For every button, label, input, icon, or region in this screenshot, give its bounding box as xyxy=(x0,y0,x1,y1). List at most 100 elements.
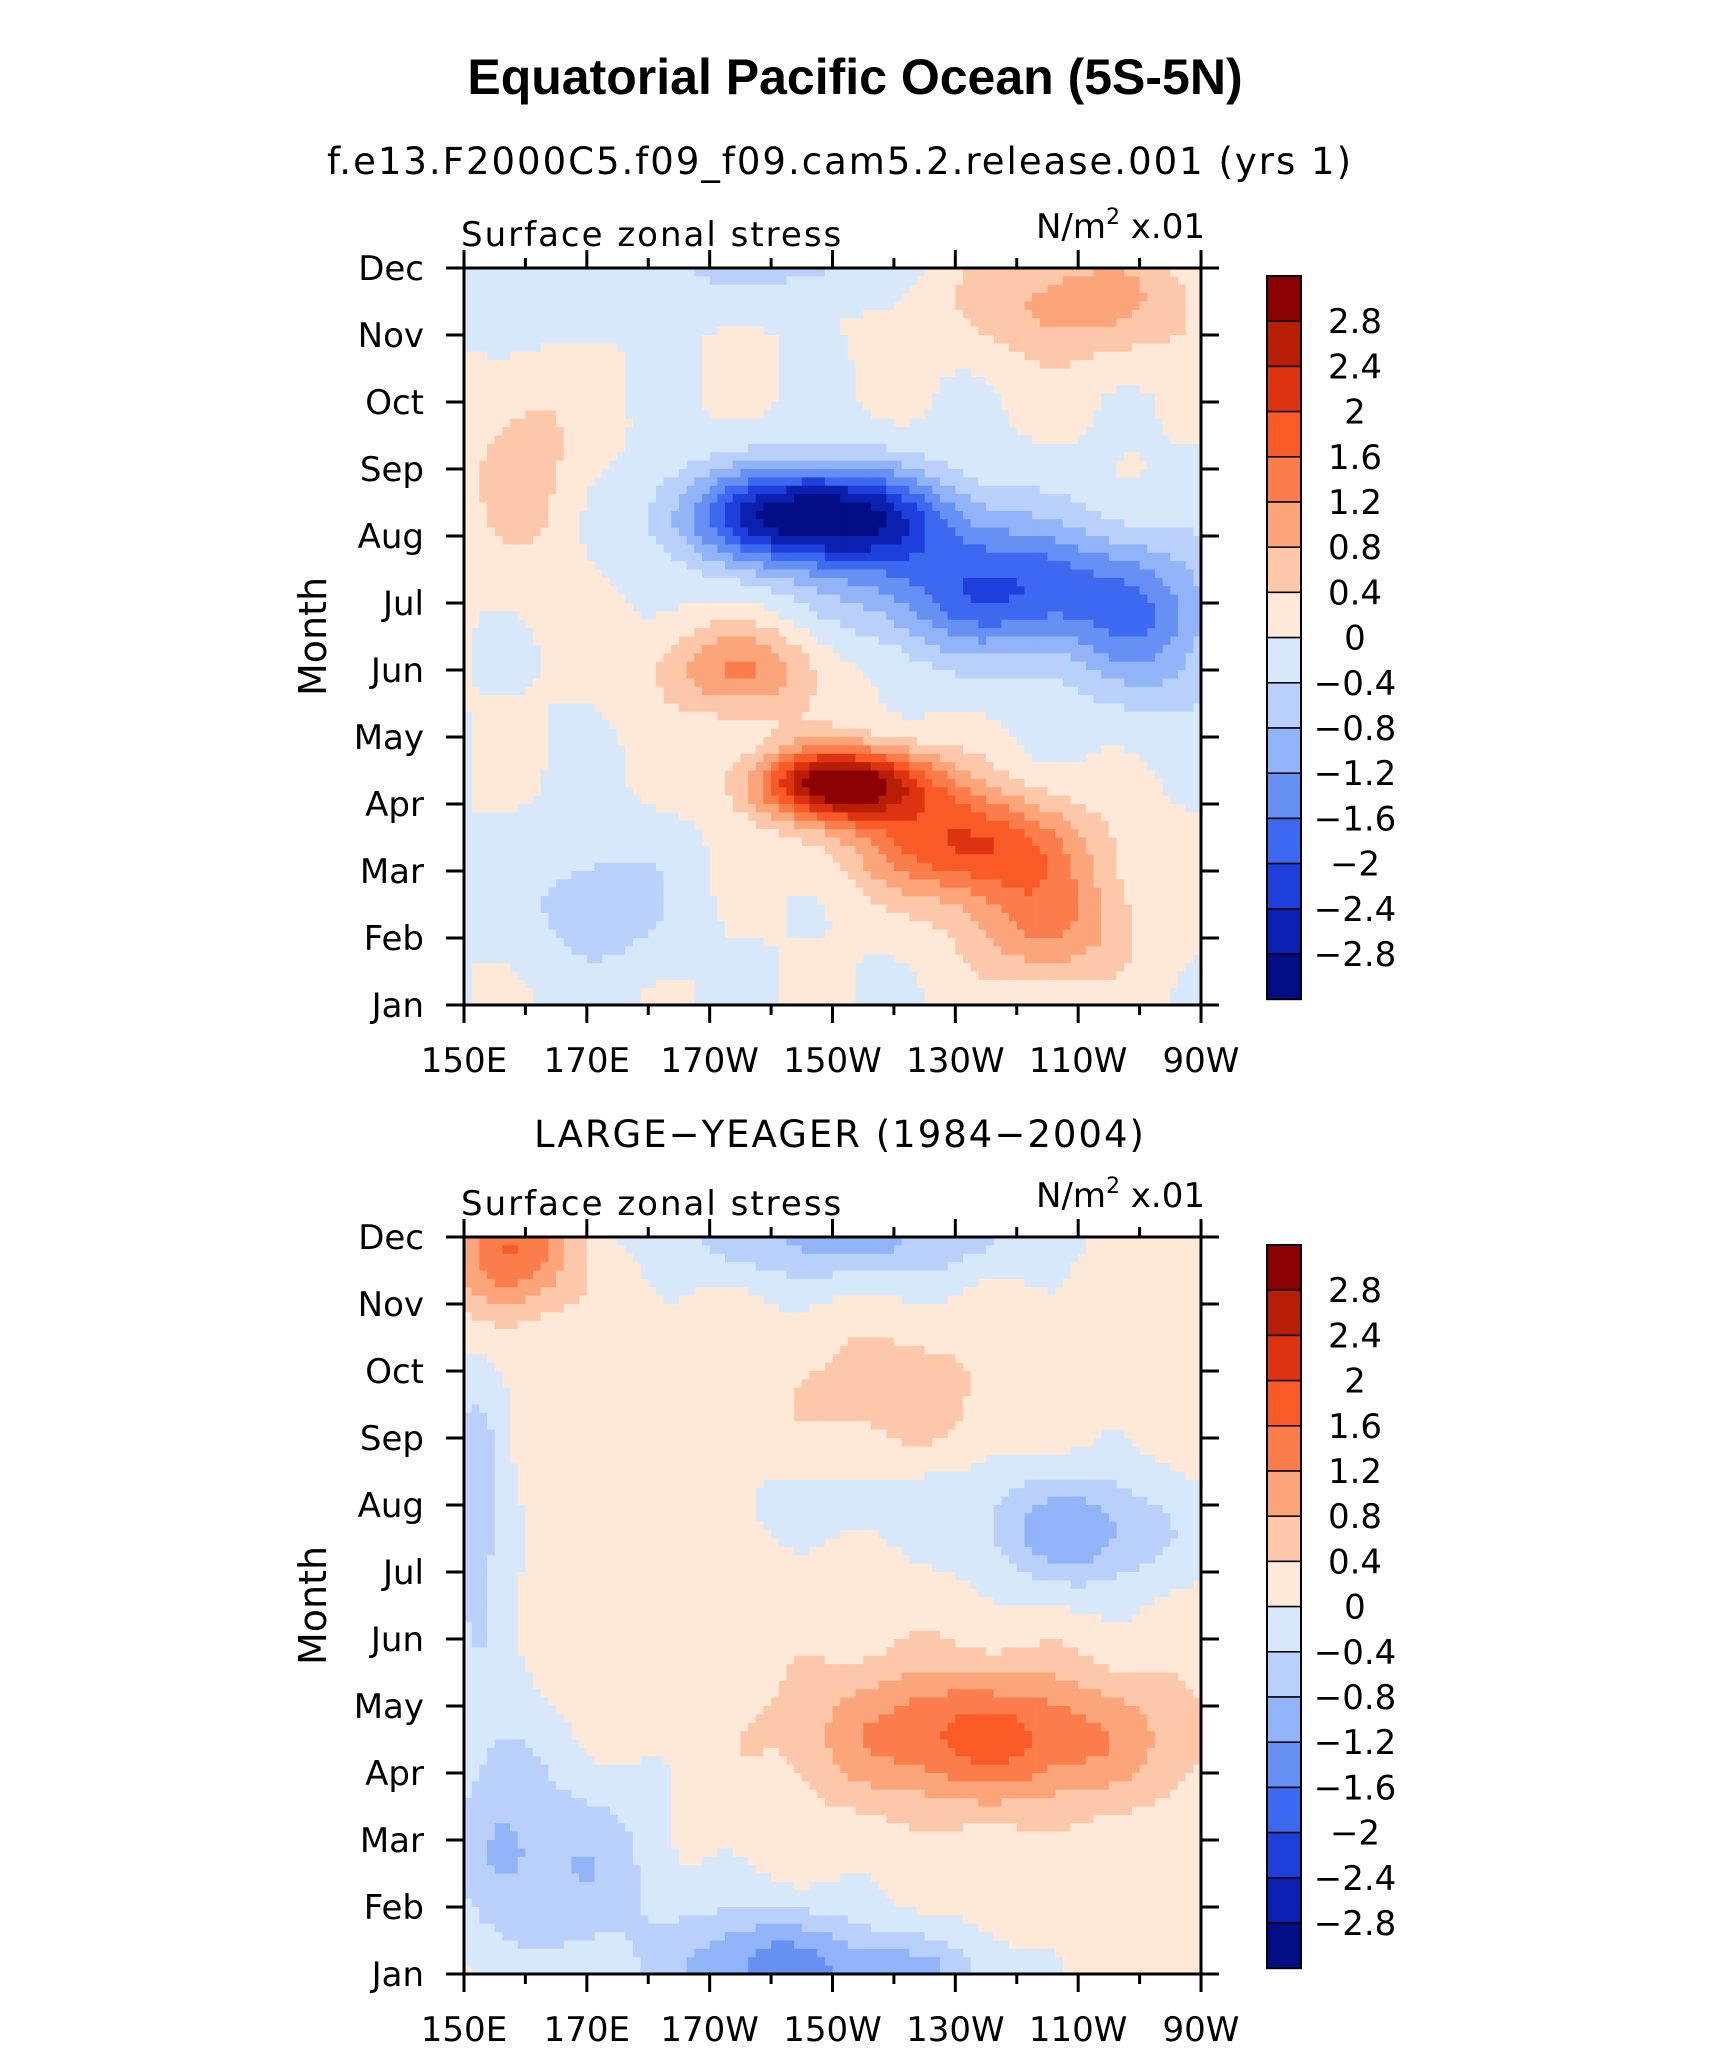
heatmap-cell xyxy=(1108,594,1118,604)
heatmap-cell xyxy=(479,611,488,621)
heatmap-cell xyxy=(947,284,956,294)
heatmap-cell xyxy=(494,309,503,319)
heatmap-cell xyxy=(602,603,611,612)
heatmap-cell xyxy=(625,678,634,688)
heatmap-cell xyxy=(548,318,557,328)
heatmap-cell xyxy=(970,494,979,504)
heatmap-cell xyxy=(556,586,565,596)
heatmap-cell xyxy=(732,686,741,696)
heatmap-cell xyxy=(740,284,749,294)
heatmap-cell xyxy=(1185,376,1194,386)
heatmap-cell xyxy=(663,536,672,545)
heatmap-cell xyxy=(1177,427,1187,437)
heatmap-cell xyxy=(1016,586,1026,596)
heatmap-cell xyxy=(1124,536,1133,545)
heatmap-cell xyxy=(840,594,849,604)
heatmap-cell xyxy=(855,427,864,437)
heatmap-cell xyxy=(955,628,964,638)
heatmap-cell xyxy=(932,603,941,612)
heatmap-cell xyxy=(1070,485,1079,495)
heatmap-cell xyxy=(863,435,872,445)
heatmap-cell xyxy=(847,552,857,562)
heatmap-cell xyxy=(832,695,841,705)
heatmap-cell xyxy=(686,611,695,621)
heatmap-cell xyxy=(993,410,1002,420)
heatmap-cell xyxy=(840,536,849,545)
heatmap-cell xyxy=(533,309,542,319)
heatmap-cell xyxy=(1101,644,1110,654)
heatmap-cell xyxy=(525,418,534,428)
heatmap-cell xyxy=(801,561,811,571)
heatmap-cell xyxy=(1116,603,1125,612)
heatmap-cell xyxy=(771,653,780,663)
heatmap-cell xyxy=(556,276,565,286)
heatmap-cell xyxy=(932,586,941,596)
heatmap-cell xyxy=(855,536,864,545)
heatmap-cell xyxy=(487,695,496,705)
heatmap-cell xyxy=(609,661,619,671)
heatmap-cell xyxy=(1131,678,1141,688)
heatmap-cell xyxy=(586,301,596,311)
heatmap-cell xyxy=(1139,695,1148,705)
heatmap-cell xyxy=(909,460,918,470)
heatmap-cell xyxy=(563,443,573,453)
heatmap-cell xyxy=(556,335,565,344)
heatmap-cell xyxy=(771,385,780,395)
heatmap-cell xyxy=(1101,268,1110,277)
heatmap-cell xyxy=(832,368,841,378)
heatmap-cell xyxy=(840,443,849,453)
heatmap-cell xyxy=(786,351,795,361)
heatmap-cell xyxy=(602,628,611,638)
heatmap-cell xyxy=(725,376,734,386)
heatmap-cell xyxy=(494,477,503,487)
heatmap-cell xyxy=(686,360,695,370)
heatmap-cell xyxy=(625,653,634,663)
heatmap-cell xyxy=(978,343,987,353)
heatmap-cell xyxy=(763,343,772,353)
heatmap-cell xyxy=(832,309,841,319)
heatmap-cell xyxy=(1032,586,1041,596)
heatmap-cell xyxy=(847,536,857,545)
heatmap-cell xyxy=(717,376,726,386)
heatmap-cell xyxy=(717,636,726,646)
heatmap-cell xyxy=(840,376,849,386)
heatmap-cell xyxy=(686,326,695,336)
heatmap-cell xyxy=(939,494,949,504)
heatmap-cell xyxy=(947,686,956,696)
heatmap-cell xyxy=(970,519,979,529)
heatmap-cell xyxy=(717,360,726,370)
heatmap-cell xyxy=(717,494,726,504)
heatmap-cell xyxy=(602,351,611,361)
heatmap-cell xyxy=(1162,686,1171,696)
heatmap-cell xyxy=(586,678,596,688)
heatmap-cell xyxy=(464,443,473,453)
heatmap-cell xyxy=(510,670,519,679)
heatmap-cell xyxy=(502,293,511,303)
heatmap-cell xyxy=(1101,385,1110,395)
heatmap-cell xyxy=(1108,326,1118,336)
heatmap-cell xyxy=(1085,360,1095,370)
heatmap-cell xyxy=(717,410,726,420)
heatmap-cell xyxy=(970,485,979,495)
heatmap-cell xyxy=(847,293,857,303)
heatmap-cell xyxy=(671,552,680,562)
heatmap-cell xyxy=(901,376,910,386)
heatmap-cell xyxy=(479,301,488,311)
heatmap-cell xyxy=(1070,309,1079,319)
heatmap-cell xyxy=(1177,619,1187,629)
heatmap-cell xyxy=(970,603,979,612)
heatmap-cell xyxy=(648,502,657,512)
heatmap-cell xyxy=(540,427,550,437)
heatmap-cell xyxy=(1078,385,1087,395)
heatmap-cell xyxy=(771,644,780,654)
heatmap-cell xyxy=(1078,460,1087,470)
heatmap-cell xyxy=(955,561,964,571)
heatmap-cell xyxy=(893,603,903,612)
heatmap-cell xyxy=(955,494,964,504)
heatmap-cell xyxy=(909,653,918,663)
heatmap-cell xyxy=(840,301,849,311)
heatmap-cell xyxy=(901,536,910,545)
heatmap-cell xyxy=(709,519,718,529)
heatmap-cell xyxy=(586,435,596,445)
heatmap-cell xyxy=(863,619,872,629)
